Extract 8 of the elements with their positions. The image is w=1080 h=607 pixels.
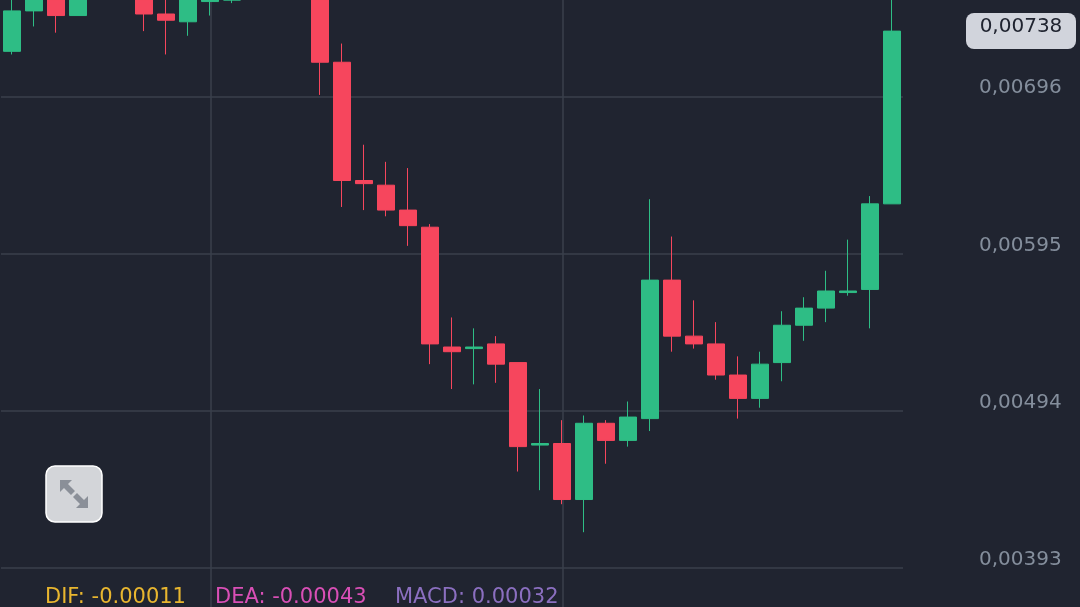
y-tick-label: 0,00393 (979, 546, 1062, 570)
text: 0,00738 (966, 13, 1076, 50)
text: DIF: -0.00011 (45, 584, 186, 607)
y-tick-label: 0,00595 (979, 231, 1062, 256)
text: DEA: -0.00043 (215, 584, 367, 607)
y-tick-label: 0,00494 (979, 388, 1062, 413)
y-tick-label: 0,00696 (979, 74, 1062, 99)
text: MACD: 0.00032 (395, 584, 559, 607)
